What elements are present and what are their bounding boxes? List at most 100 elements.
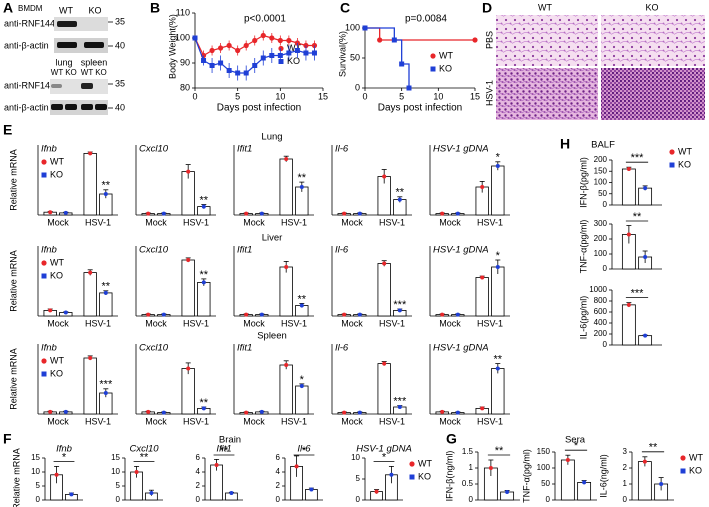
mean-dot <box>342 312 347 317</box>
y-tick-label: 0 <box>355 82 360 92</box>
x-tick-label: 15 <box>318 91 328 101</box>
marker <box>235 47 241 54</box>
significance: ** <box>220 445 229 457</box>
lane-label: KO <box>88 5 101 15</box>
y-tick-label: 90 <box>180 57 190 67</box>
x-tick-label: 0 <box>192 91 197 101</box>
y-axis-label: Relative mRNA <box>8 348 18 410</box>
marker <box>269 35 275 41</box>
legend-marker <box>41 358 47 364</box>
significance: * <box>302 445 307 457</box>
y-tick-label: 200 <box>594 155 608 164</box>
bar <box>377 363 391 415</box>
column-label: KO <box>645 2 658 12</box>
y-tick-label: 1 <box>623 479 628 488</box>
size-marker: 40 <box>115 40 125 50</box>
annotation: p<0.0001 <box>244 14 286 25</box>
y-tick-label: 0 <box>546 495 551 504</box>
y-axis-label: TNF-α(pg/ml) <box>521 449 531 503</box>
y-tick-label: 10 <box>351 453 360 462</box>
y-tick-label: 100 <box>594 178 608 187</box>
significance: ** <box>495 445 504 457</box>
y-tick-label: 2 <box>623 463 628 472</box>
mean-dot <box>582 480 587 485</box>
legend-marker <box>680 468 686 474</box>
mean-dot <box>440 312 445 317</box>
bar <box>491 165 505 216</box>
y-tick-label: 300 <box>594 219 608 228</box>
legend-label: WT <box>418 458 432 468</box>
y-tick-label: 150 <box>537 447 551 456</box>
y-tick-label: 0 <box>603 264 608 273</box>
marker <box>201 58 207 63</box>
marker <box>303 50 309 56</box>
mean-dot <box>259 211 264 216</box>
panel-labels: A B C D E F G H <box>3 0 570 447</box>
y-tick-label: 0.5 <box>462 479 474 488</box>
y-tick-label: 5 <box>116 481 121 490</box>
mean-dot <box>309 487 314 492</box>
x-tick-label: Mock <box>145 416 167 426</box>
chart-title: Il-6 <box>335 245 349 256</box>
mean-dot <box>480 406 485 411</box>
bar <box>279 364 293 415</box>
mean-dot <box>48 308 53 313</box>
marker <box>218 45 224 51</box>
x-tick-label: HSV-1 <box>477 416 503 426</box>
section-title: Sera <box>565 435 586 446</box>
section-title: BALF <box>591 140 615 151</box>
x-tick-label: Mock <box>243 318 265 328</box>
mean-dot <box>480 275 485 280</box>
legend-marker <box>430 53 436 59</box>
legend-label: KO <box>418 471 431 481</box>
mean-dot <box>397 308 402 313</box>
legend-marker <box>41 172 47 178</box>
legend-label: KO <box>50 169 63 179</box>
y-tick-label: 2 <box>276 481 281 490</box>
chart-title: Ifit1 <box>237 144 252 155</box>
chart-title: Ifnb <box>41 343 57 354</box>
significance: ** <box>200 397 209 409</box>
y-tick-label: 0 <box>196 495 201 504</box>
y-tick-label: 4 <box>276 467 281 476</box>
micrograph <box>496 15 598 66</box>
row-label: anti-β-actin <box>4 40 49 50</box>
mean-dot <box>54 472 59 477</box>
bar <box>197 281 211 317</box>
legend-label: WT <box>50 156 64 166</box>
legend-label: KO <box>678 159 691 169</box>
panel-label: F <box>3 431 12 447</box>
section-titles: Lung Liver Spleen Brain Sera BALF <box>219 132 615 446</box>
bar <box>295 385 309 415</box>
legend-marker <box>669 149 675 155</box>
chart-title: HSV-1 gDNA <box>356 444 412 455</box>
legend-label: WT <box>689 452 703 462</box>
y-tick-label: 1000 <box>589 285 607 294</box>
bar <box>621 168 636 206</box>
significance: ** <box>396 187 405 199</box>
y-tick-label: 1.5 <box>462 447 474 456</box>
x-tick-label: HSV-1 <box>85 217 111 227</box>
legend-marker <box>669 162 675 168</box>
y-tick-label: 15 <box>31 453 40 462</box>
marker <box>362 25 368 31</box>
x-tick-label: Mock <box>341 217 363 227</box>
marker <box>406 85 412 91</box>
mean-dot <box>146 312 151 317</box>
bar <box>279 158 293 216</box>
chart-title: Ifnb <box>41 144 57 155</box>
mean-dot <box>299 384 304 388</box>
group-label: spleen <box>81 57 108 67</box>
mean-dot <box>342 211 347 216</box>
y-tick-label: 50 <box>541 479 550 488</box>
mean-dot <box>229 491 234 495</box>
bar <box>475 277 489 317</box>
mean-dot <box>63 210 68 215</box>
legend-label: WT <box>678 146 692 156</box>
mean-dot <box>397 197 402 202</box>
size-marker: 40 <box>115 102 125 112</box>
mean-dot <box>495 366 500 371</box>
legend-label: KO <box>689 465 702 475</box>
chart-title: Cxcl10 <box>139 343 169 354</box>
y-tick-label: 0 <box>623 495 628 504</box>
